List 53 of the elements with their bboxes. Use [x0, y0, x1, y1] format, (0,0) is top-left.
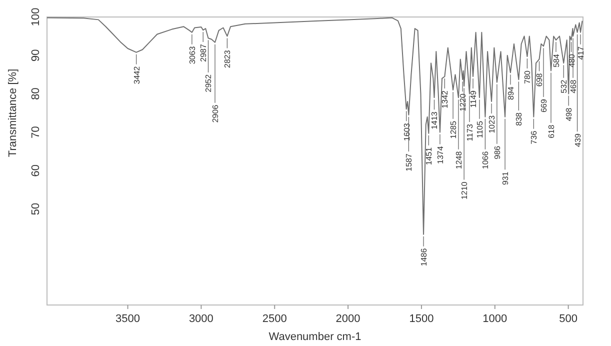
- annotation: 468: [569, 79, 578, 94]
- y-tick-label: 100: [30, 8, 42, 26]
- x-tick-label: 1000: [482, 313, 508, 325]
- annotation: 498: [564, 107, 574, 122]
- annotation: 780: [523, 70, 532, 84]
- annotation: 1486: [420, 248, 429, 266]
- annotation: 931: [501, 171, 510, 186]
- annotation: 618: [546, 124, 556, 138]
- y-tick-label: 60: [30, 164, 42, 177]
- annotation: 2823: [223, 50, 232, 68]
- annotation: 1342: [440, 90, 450, 108]
- line-series: [46, 17, 583, 235]
- annotation: 1105: [475, 120, 484, 138]
- annotation: 480: [567, 54, 576, 68]
- annotation: 698: [535, 72, 544, 87]
- y-tick-label: 90: [30, 49, 42, 62]
- annotation: 2987: [199, 44, 208, 62]
- y-tick-label: 80: [30, 88, 42, 100]
- y-tick-label: 50: [30, 202, 42, 216]
- annotation: 1374: [436, 146, 445, 164]
- annotation: 417: [576, 46, 586, 60]
- annotation: 894: [506, 86, 516, 100]
- x-tick-label: 2000: [336, 313, 360, 325]
- y-axis-title: Transmittance [%]: [7, 68, 19, 158]
- annotation: 838: [514, 112, 524, 126]
- annotation: 2952: [204, 74, 214, 92]
- x-axis-title: Wavenumber cm-1: [268, 331, 362, 343]
- x-tick-label: 3000: [188, 313, 214, 325]
- annotation: 1149: [469, 90, 478, 108]
- annotation: 3442: [132, 66, 142, 84]
- x-tick-label: 2500: [262, 313, 287, 325]
- annotation: 736: [530, 130, 539, 144]
- annotation: 1413: [430, 111, 440, 130]
- annotation: 1451: [424, 146, 434, 166]
- annotation: 2906: [210, 104, 220, 123]
- x-tick-label: 3500: [116, 313, 140, 325]
- annotation: 1248: [454, 150, 464, 170]
- annotation: 1587: [404, 153, 414, 172]
- annotation: 1066: [481, 150, 490, 170]
- annotation: 532: [560, 79, 569, 94]
- annotation: 1023: [488, 114, 497, 134]
- y-tick-label: 70: [30, 126, 42, 138]
- annotation: 1210: [460, 181, 470, 200]
- x-tick-label: 1500: [409, 313, 434, 325]
- annotation: 3063: [188, 46, 197, 64]
- annotation: 584: [552, 54, 561, 68]
- annotation: 669: [540, 98, 548, 112]
- annotation: 986: [492, 145, 502, 160]
- annotation: 1285: [449, 120, 458, 139]
- annotation: 439: [573, 133, 582, 147]
- annotation: 1173: [465, 123, 474, 142]
- annotation: 1220: [458, 93, 468, 112]
- x-tick-label: 500: [559, 313, 578, 325]
